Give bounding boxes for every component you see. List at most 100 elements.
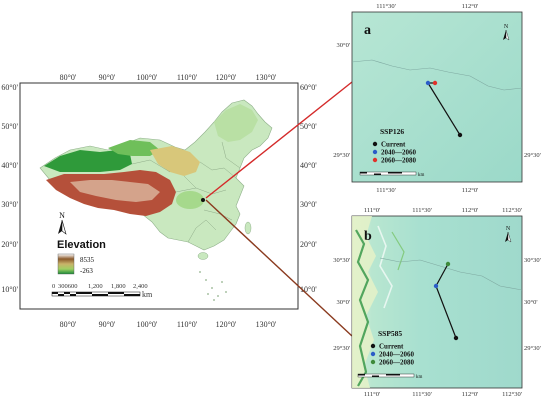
legend-title: Elevation (57, 239, 106, 251)
tibet-highlands (70, 180, 160, 202)
scale-label: 1,800 (111, 283, 126, 290)
panel-a-letter: a (364, 23, 371, 38)
lon-tick: 112°30' (502, 207, 522, 214)
south-sea-islands (199, 271, 227, 301)
connector-to-panel-a (205, 81, 353, 199)
panel-a-legend: SSP126 Current 2040—2060 2060—2080 (372, 127, 417, 165)
study-site-marker (201, 198, 205, 202)
trajectory-segment (427, 82, 461, 136)
main-lat-ticks-left: 60°0' 50°0' 40°0' 30°0' 20°0' 10°0' (1, 83, 18, 294)
panel-b-scale-bar: km (357, 373, 423, 380)
legend-item: Current (379, 343, 404, 351)
lon-tick: 100°0' (137, 73, 158, 82)
panel-b-letter: b (364, 229, 372, 244)
lon-tick: 111°30' (376, 3, 396, 10)
centroid-2040-2060 (425, 80, 431, 86)
lat-tick: 30°0' (300, 200, 317, 209)
lon-tick: 90°0' (99, 73, 116, 82)
lat-tick: 20°0' (1, 240, 18, 249)
trajectory-segment (435, 263, 449, 287)
scale-unit: km (418, 173, 425, 178)
legend-min: -263 (80, 267, 93, 275)
north-arrow-icon: N (58, 211, 67, 235)
legend-item: 2040—2060 (381, 149, 417, 157)
scenario-label: SSP585 (378, 329, 402, 338)
lon-tick: 110°0' (177, 73, 198, 82)
lon-tick: 111°0' (364, 391, 380, 398)
lat-tick: 60°0' (300, 83, 317, 92)
connector-to-panel-b (205, 199, 353, 337)
lon-tick: 80°0' (60, 320, 77, 329)
lon-tick: 110°0' (177, 320, 198, 329)
scale-unit: km (416, 375, 423, 380)
lat-tick: 29°30' (333, 152, 350, 159)
elevation-colorbar (57, 253, 75, 275)
lon-tick: 111°0' (364, 207, 380, 214)
lon-tick: 111°30' (412, 391, 432, 398)
lat-tick: 30°0' (336, 299, 350, 306)
legend-item: 2040—2060 (379, 351, 415, 359)
lon-tick: 90°0' (99, 320, 116, 329)
lat-tick: 30°30' (333, 257, 350, 264)
lat-tick: 29°30' (333, 345, 350, 352)
lon-tick: 100°0' (137, 320, 158, 329)
legend-item: 2060—2080 (381, 157, 417, 165)
panel-b-frame (351, 215, 523, 389)
current-centroid (457, 132, 463, 138)
centroid-2060-2080 (445, 261, 451, 267)
hainan-island (197, 252, 209, 260)
panel-a: a N SSP126 Current 2040—2060 2060—2080 (333, 3, 541, 194)
main-lon-ticks-top: 80°0' 90°0' 100°0' 110°0' 120°0' 130°0' (60, 73, 277, 82)
lat-tick: 50°0' (300, 122, 317, 131)
panel-b: b N SSP585 Current 2040—2060 2060—2080 (333, 207, 541, 398)
main-scale-bar: 0 300600 1,200 1,800 2,400 km (51, 283, 153, 299)
north-label: N (59, 211, 65, 220)
lat-tick: 30°0' (336, 42, 350, 49)
sichuan-basin (176, 191, 204, 209)
main-lat-ticks-right: 60°0' 50°0' 40°0' 30°0' 20°0' 10°0' (300, 83, 317, 294)
north-arrow-icon: N (505, 226, 512, 243)
north-label: N (504, 24, 509, 30)
lon-tick: 80°0' (60, 73, 77, 82)
lon-tick: 112°0' (462, 3, 479, 10)
panel-b-boundary (379, 257, 523, 291)
province-boundaries (131, 141, 241, 243)
lat-tick: 40°0' (300, 161, 317, 170)
northeast-plain (214, 104, 258, 142)
scale-label: 300600 (58, 283, 78, 290)
lon-tick: 120°0' (216, 73, 237, 82)
legend-max: 8535 (80, 256, 95, 264)
main-map: 80°0' 90°0' 100°0' 110°0' 120°0' 130°0' … (1, 73, 317, 329)
lon-tick: 130°0' (256, 73, 277, 82)
lon-tick: 120°0' (216, 320, 237, 329)
lat-tick: 50°0' (1, 122, 18, 131)
panel-b-legend: SSP585 Current 2040—2060 2060—2080 (370, 329, 415, 367)
legend-item: 2060—2080 (379, 359, 415, 367)
lat-tick: 30°30' (524, 257, 541, 264)
main-lon-ticks-bottom: 80°0' 90°0' 100°0' 110°0' 120°0' 130°0' (60, 320, 277, 329)
lon-tick: 111°30' (412, 207, 432, 214)
tarim-basin (44, 150, 132, 172)
scale-label: 0 (52, 283, 55, 290)
lon-tick: 112°0' (462, 207, 479, 214)
lat-tick: 20°0' (300, 240, 317, 249)
lat-tick: 30°0' (1, 200, 18, 209)
elevation-legend: Elevation 8535 -263 (57, 239, 106, 275)
lon-tick: 130°0' (256, 320, 277, 329)
lat-tick: 10°0' (300, 285, 317, 294)
taiwan-island (244, 221, 252, 235)
north-arrow-icon: N (503, 24, 510, 41)
north-label: N (506, 226, 511, 232)
junggar-region (108, 140, 160, 156)
trajectory-segment (435, 285, 457, 339)
legend-item: Current (381, 141, 406, 149)
lon-tick: 112°30' (502, 391, 522, 398)
centroid-2060-2080 (432, 80, 438, 86)
lat-tick: 60°0' (1, 83, 18, 92)
scenario-label: SSP126 (380, 127, 404, 136)
north-plateau (150, 146, 200, 176)
panel-a-scale-bar: km (359, 171, 425, 178)
scale-unit: km (142, 290, 153, 299)
lat-tick: 30°0' (524, 299, 538, 306)
